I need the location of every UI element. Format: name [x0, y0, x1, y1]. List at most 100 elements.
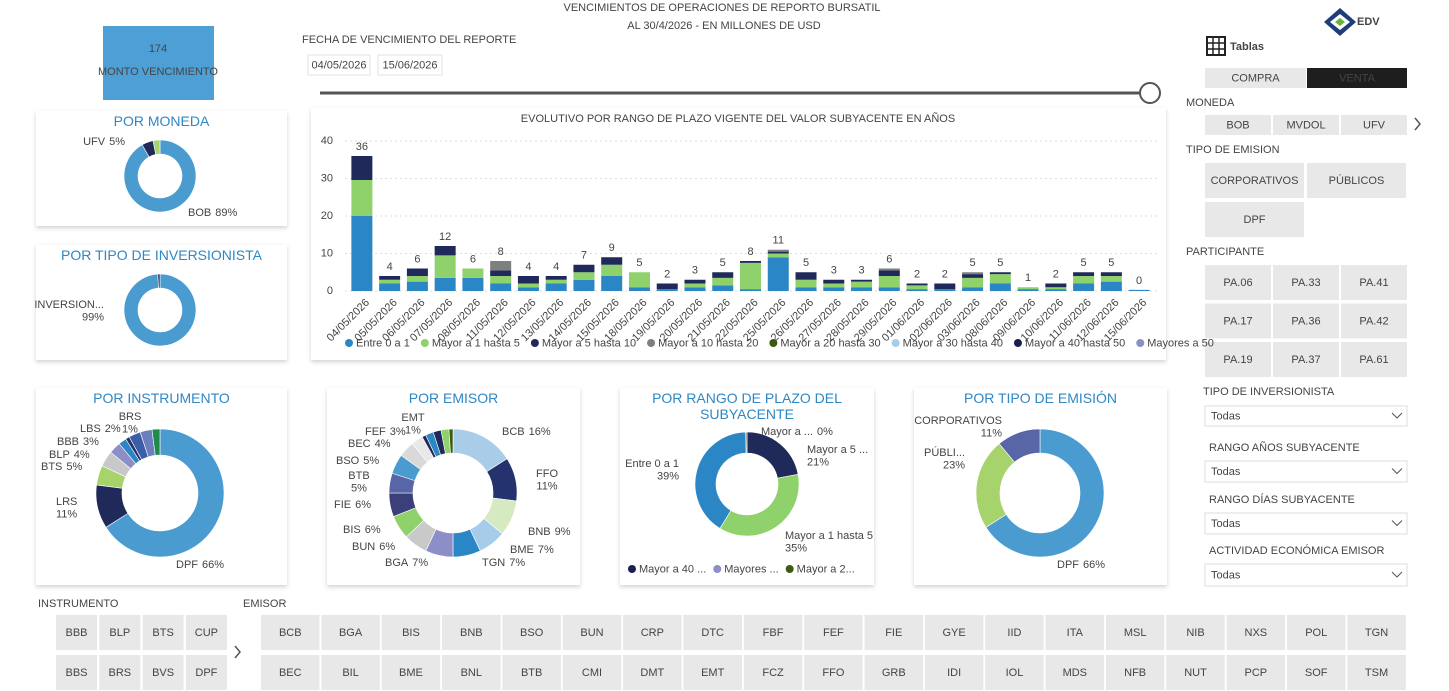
date-input[interactable]: [307, 54, 371, 76]
button[interactable]: [1307, 68, 1407, 88]
button[interactable]: [261, 615, 320, 650]
button[interactable]: [1045, 615, 1105, 650]
button-label[interactable]: NXS: [1245, 627, 1268, 639]
button-label[interactable]: BEC: [279, 667, 302, 679]
button-label[interactable]: FCZ: [762, 667, 784, 679]
button[interactable]: [1105, 655, 1165, 690]
button-label[interactable]: PA.41: [1359, 277, 1388, 289]
button-label[interactable]: BVS: [152, 667, 174, 679]
button-label[interactable]: UFV: [1363, 119, 1386, 131]
button[interactable]: [623, 615, 682, 650]
button[interactable]: [924, 615, 984, 650]
button-label[interactable]: FBF: [763, 627, 784, 639]
button-label[interactable]: BNB: [460, 627, 483, 639]
button[interactable]: [1205, 265, 1271, 300]
button[interactable]: [562, 615, 622, 650]
button-label[interactable]: IID: [1007, 627, 1021, 639]
button-label[interactable]: COMPRA: [1231, 72, 1280, 84]
button-label[interactable]: TSM: [1365, 667, 1388, 679]
button[interactable]: [562, 655, 622, 690]
dropdown-value[interactable]: Todas: [1211, 569, 1241, 581]
button-label[interactable]: CRP: [641, 627, 664, 639]
button-label[interactable]: BCB: [279, 627, 302, 639]
button[interactable]: [804, 615, 863, 650]
button[interactable]: [1341, 115, 1407, 135]
button-label[interactable]: IOL: [1006, 667, 1024, 679]
button[interactable]: [99, 655, 141, 690]
button-label[interactable]: PA.61: [1359, 354, 1388, 366]
button-label[interactable]: PÚBLICOS: [1329, 174, 1385, 187]
button[interactable]: [623, 655, 682, 690]
button[interactable]: [1347, 655, 1406, 690]
dropdown[interactable]: [1204, 460, 1408, 483]
button-label[interactable]: MDS: [1063, 667, 1087, 679]
button[interactable]: [142, 655, 184, 690]
button-label[interactable]: PA.33: [1291, 277, 1320, 289]
button[interactable]: [502, 655, 561, 690]
dropdown-value[interactable]: Todas: [1211, 518, 1241, 530]
button-label[interactable]: NFB: [1124, 667, 1146, 679]
button[interactable]: [1347, 615, 1406, 650]
button-label[interactable]: VENTA: [1339, 72, 1376, 84]
button[interactable]: [321, 655, 380, 690]
tablas-icon[interactable]: [1206, 36, 1226, 56]
button[interactable]: [1205, 202, 1304, 237]
moneda-next-arrow[interactable]: [1414, 117, 1421, 131]
button-label[interactable]: DPF: [1244, 214, 1266, 226]
button-label[interactable]: BSO: [520, 627, 544, 639]
button-label[interactable]: DTC: [701, 627, 724, 639]
button-label[interactable]: BLP: [109, 627, 130, 639]
dropdown[interactable]: [1204, 405, 1408, 427]
button[interactable]: [864, 615, 924, 650]
button-label[interactable]: TGN: [1365, 627, 1388, 639]
button[interactable]: [1105, 615, 1165, 650]
button[interactable]: [1226, 615, 1286, 650]
button-label[interactable]: IDI: [947, 667, 961, 679]
button[interactable]: [683, 615, 742, 650]
button-label[interactable]: BTS: [152, 627, 173, 639]
button-label[interactable]: PA.06: [1223, 277, 1252, 289]
button-label[interactable]: BBS: [65, 667, 87, 679]
button-label[interactable]: DPF: [195, 667, 217, 679]
button[interactable]: [261, 655, 320, 690]
button-label[interactable]: MSL: [1124, 627, 1147, 639]
button-label[interactable]: BIL: [342, 667, 359, 679]
button-label[interactable]: NUT: [1184, 667, 1207, 679]
button[interactable]: [321, 615, 380, 650]
button-label[interactable]: PA.36: [1291, 315, 1320, 327]
button[interactable]: [185, 655, 227, 690]
button[interactable]: [56, 655, 97, 690]
button[interactable]: [743, 615, 803, 650]
button-label[interactable]: FFO: [822, 667, 844, 679]
button[interactable]: [1205, 68, 1306, 88]
button-label[interactable]: MVDOL: [1286, 119, 1325, 131]
button-label[interactable]: CMI: [582, 667, 602, 679]
button[interactable]: [185, 615, 227, 650]
button[interactable]: [1273, 303, 1339, 339]
button[interactable]: [1205, 342, 1271, 377]
button[interactable]: [985, 655, 1044, 690]
button-label[interactable]: ITA: [1067, 627, 1084, 639]
button[interactable]: [1166, 655, 1225, 690]
button[interactable]: [1205, 163, 1304, 198]
button[interactable]: [1341, 342, 1407, 377]
button[interactable]: [1286, 615, 1346, 650]
button[interactable]: [1273, 342, 1339, 377]
button[interactable]: [502, 615, 561, 650]
button-label[interactable]: DMT: [640, 667, 664, 679]
button-label[interactable]: FEF: [823, 627, 844, 639]
button[interactable]: [142, 615, 184, 650]
button-label[interactable]: PA.42: [1359, 315, 1388, 327]
button[interactable]: [1205, 115, 1271, 135]
date-slider[interactable]: [320, 82, 1161, 104]
button-label[interactable]: GRB: [882, 667, 906, 679]
button-label[interactable]: PA.37: [1291, 354, 1320, 366]
button-label[interactable]: BUN: [580, 627, 603, 639]
button[interactable]: [56, 615, 97, 650]
button[interactable]: [99, 615, 141, 650]
button[interactable]: [864, 655, 924, 690]
button-label[interactable]: CUP: [195, 627, 218, 639]
button[interactable]: [1341, 265, 1407, 300]
button[interactable]: [683, 655, 742, 690]
button-label[interactable]: FIE: [885, 627, 902, 639]
